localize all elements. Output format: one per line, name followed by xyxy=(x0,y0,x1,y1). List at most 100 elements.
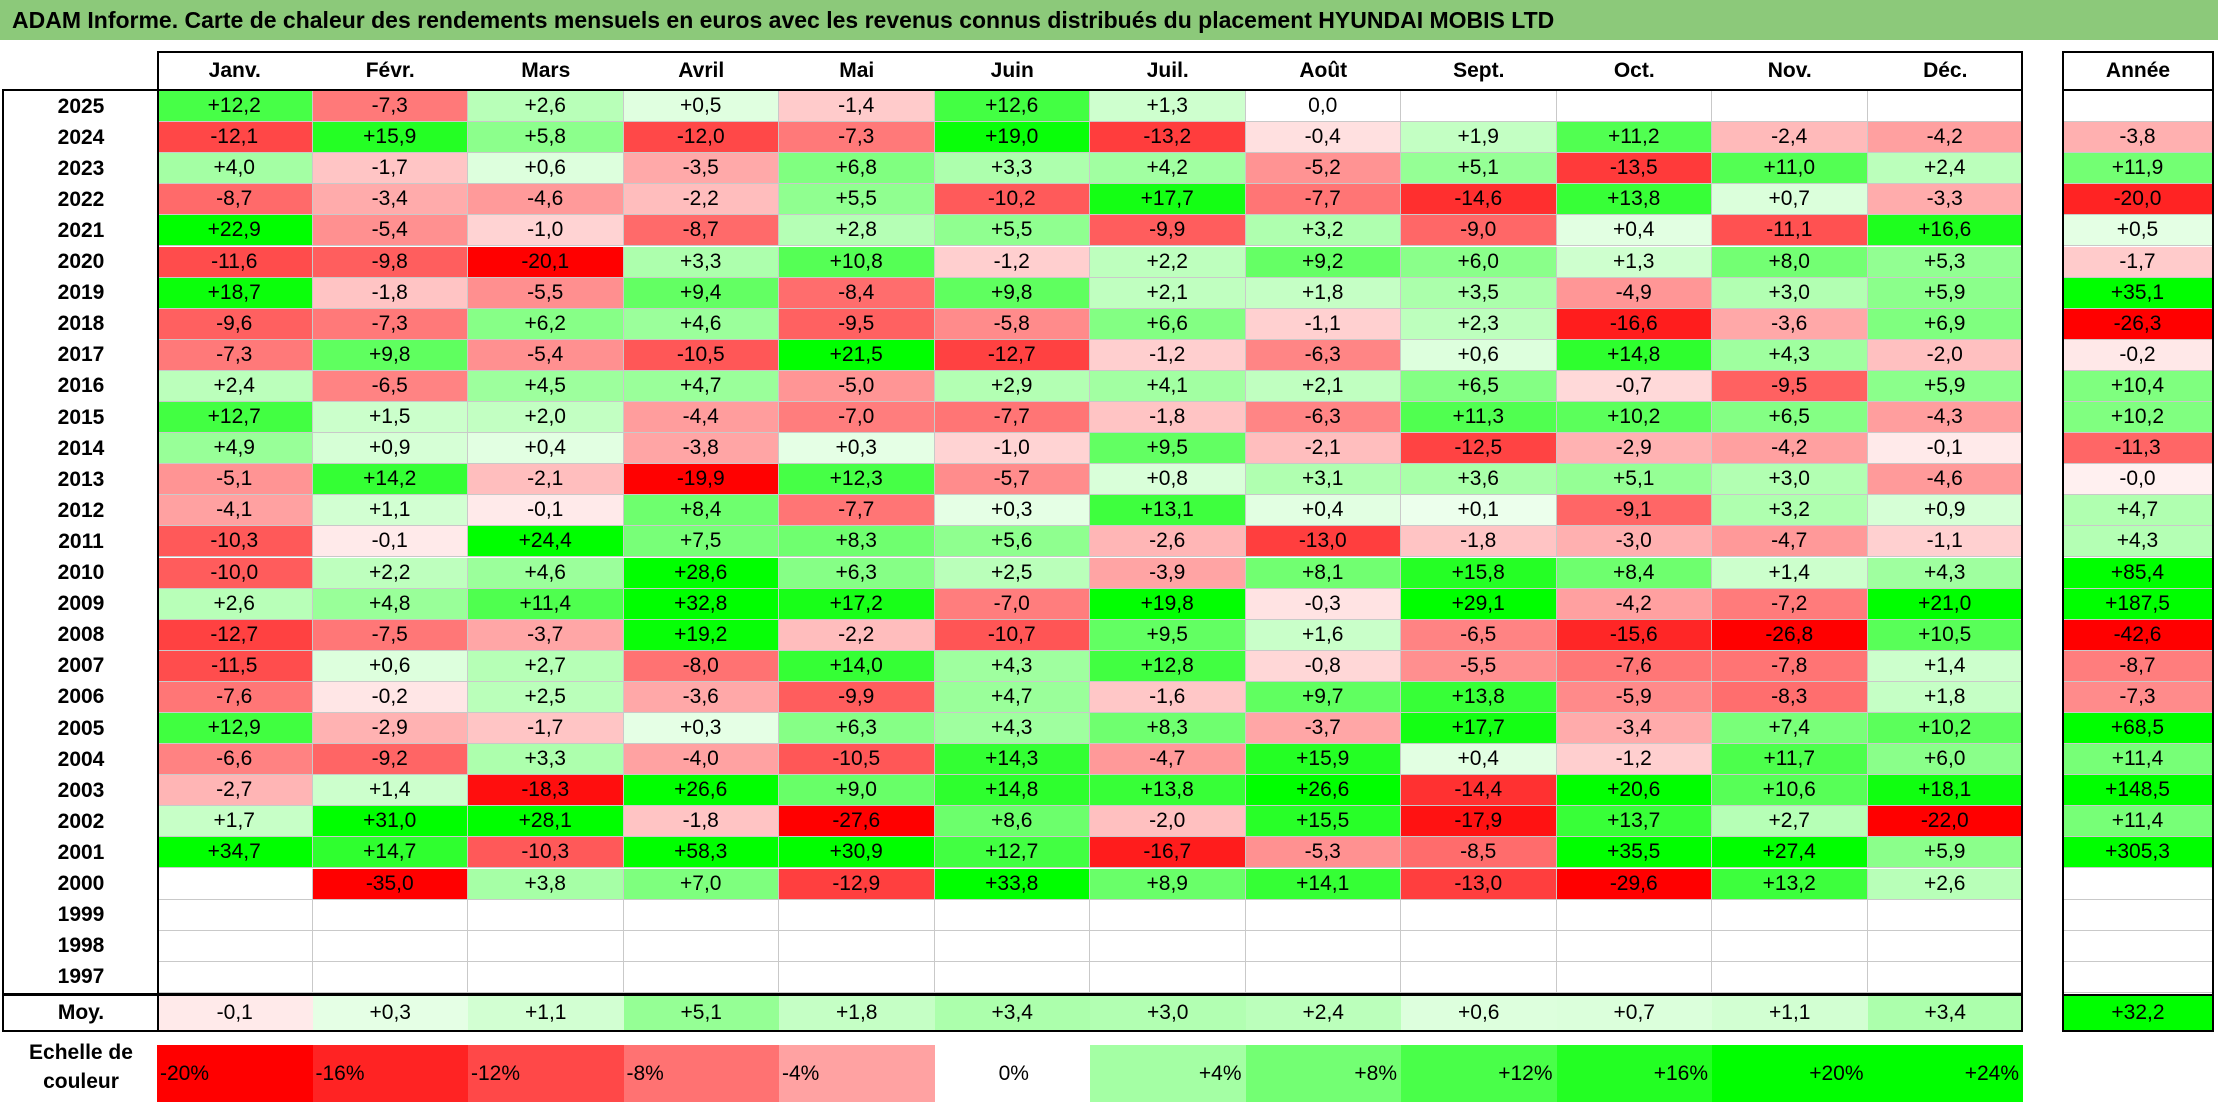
heatmap-cell: +9,5 xyxy=(1090,619,1246,651)
color-scale-swatch: +20% xyxy=(1712,1045,1868,1102)
heatmap-cell: +15,8 xyxy=(1401,557,1557,589)
heatmap-cell: +5,9 xyxy=(1867,837,2023,869)
heatmap-cell: +13,8 xyxy=(1090,775,1246,807)
heatmap-cell: -7,6 xyxy=(1556,650,1712,682)
heatmap-cell: +5,9 xyxy=(1867,370,2023,402)
heatmap-cell: +6,0 xyxy=(1867,744,2023,776)
heatmap-cell: -7,3 xyxy=(779,122,935,154)
heatmap-cell xyxy=(1556,930,1712,962)
heatmap-cell: -0,1 xyxy=(312,526,468,558)
month-header: Déc. xyxy=(1923,59,1968,82)
heatmap-cell: +4,9 xyxy=(157,433,313,465)
month-header: Sept. xyxy=(1453,59,1505,82)
heatmap-cell: -9,9 xyxy=(1090,215,1246,247)
heatmap-cell: +8,3 xyxy=(779,526,935,558)
heatmap-cell xyxy=(1090,961,1246,993)
heatmap-cell: -10,3 xyxy=(468,837,624,869)
heatmap-cell: -0,4 xyxy=(1245,122,1401,154)
heatmap-cell: -2,9 xyxy=(312,713,468,745)
heatmap-cell: +2,9 xyxy=(934,370,1090,402)
heatmap-cell: -4,2 xyxy=(1556,588,1712,620)
annual-cell xyxy=(2062,868,2214,900)
heatmap-cell: +31,0 xyxy=(312,806,468,838)
color-scale-swatch: -8% xyxy=(623,1045,779,1102)
heatmap-cell: +8,9 xyxy=(1090,868,1246,900)
heatmap-cell: -3,9 xyxy=(1090,557,1246,589)
average-cell: +2,4 xyxy=(1245,996,1401,1030)
color-scale-swatch: +8% xyxy=(1245,1045,1401,1102)
annual-cell: +85,4 xyxy=(2062,557,2214,589)
heatmap-cell: -7,7 xyxy=(779,495,935,527)
annual-cell: +148,5 xyxy=(2062,775,2214,807)
heatmap-cell: -5,9 xyxy=(1556,681,1712,713)
heatmap-cell: +14,8 xyxy=(1556,339,1712,371)
month-header: Avril xyxy=(678,59,725,82)
heatmap-cell: -1,7 xyxy=(468,713,624,745)
heatmap-cell: +1,4 xyxy=(1712,557,1868,589)
heatmap-cell xyxy=(1867,961,2023,993)
year-label: 2021 xyxy=(57,218,105,242)
heatmap-cell: -7,0 xyxy=(934,588,1090,620)
heatmap-cell: -1,8 xyxy=(312,277,468,309)
heatmap-cell: +3,5 xyxy=(1401,277,1557,309)
heatmap-cell xyxy=(1245,930,1401,962)
heatmap-cell: -6,5 xyxy=(312,370,468,402)
heatmap-cell: +26,6 xyxy=(623,775,779,807)
heatmap-cell xyxy=(157,930,313,962)
average-cell: +0,3 xyxy=(312,996,468,1030)
heatmap-cell: -8,0 xyxy=(623,650,779,682)
heatmap-cell: -5,5 xyxy=(468,277,624,309)
heatmap-cell: -2,2 xyxy=(779,619,935,651)
heatmap-cell: +9,7 xyxy=(1245,681,1401,713)
heatmap-cell xyxy=(1712,91,1868,123)
heatmap-cell: +4,3 xyxy=(1712,339,1868,371)
month-header: Juil. xyxy=(1146,59,1189,82)
heatmap-cell: -4,1 xyxy=(157,495,313,527)
color-scale-label: Echelle de couleur xyxy=(29,1041,133,1093)
heatmap-cell: -12,0 xyxy=(623,122,779,154)
heatmap-cell: +8,4 xyxy=(623,495,779,527)
year-label: 1998 xyxy=(57,934,105,958)
heatmap-cell: -9,1 xyxy=(1556,495,1712,527)
heatmap-cell xyxy=(312,899,468,931)
heatmap-cell: -4,3 xyxy=(1867,402,2023,434)
annual-cell xyxy=(2062,899,2214,931)
heatmap-cell: +2,5 xyxy=(468,681,624,713)
average-cell: +0,6 xyxy=(1401,996,1557,1030)
heatmap-cell: +2,4 xyxy=(157,370,313,402)
heatmap-cell: +15,9 xyxy=(312,122,468,154)
heatmap-cell xyxy=(1090,899,1246,931)
heatmap-cell: +7,5 xyxy=(623,526,779,558)
heatmap-cell: -18,3 xyxy=(468,775,624,807)
heatmap-cell: -4,6 xyxy=(1867,464,2023,496)
heatmap-cell: -9,8 xyxy=(312,246,468,278)
heatmap-cell xyxy=(312,961,468,993)
year-label: 2008 xyxy=(57,623,105,647)
month-header: Mars xyxy=(521,59,571,82)
annual-cell: -11,3 xyxy=(2062,433,2214,465)
heatmap-cell: -5,1 xyxy=(157,464,313,496)
heatmap-cell: -12,7 xyxy=(934,339,1090,371)
color-scale-swatch: 0% xyxy=(934,1045,1090,1102)
heatmap-cell xyxy=(1401,961,1557,993)
heatmap-cell: +5,9 xyxy=(1867,277,2023,309)
heatmap-cell: +10,2 xyxy=(1556,402,1712,434)
heatmap-cell: -3,3 xyxy=(1867,184,2023,216)
heatmap-cell: -20,1 xyxy=(468,246,624,278)
average-cell: +1,8 xyxy=(779,996,935,1030)
heatmap-cell: -0,1 xyxy=(1867,433,2023,465)
heatmap-cell: +13,2 xyxy=(1712,868,1868,900)
heatmap-cell: +8,4 xyxy=(1556,557,1712,589)
heatmap-cell: +34,7 xyxy=(157,837,313,869)
heatmap-cell: +5,8 xyxy=(468,122,624,154)
heatmap-cell xyxy=(1401,899,1557,931)
heatmap-cell: +0,3 xyxy=(779,433,935,465)
heatmap-cell: -5,3 xyxy=(1245,837,1401,869)
year-label: 2025 xyxy=(57,94,105,118)
heatmap-cell: +2,0 xyxy=(468,402,624,434)
heatmap-cell: +28,1 xyxy=(468,806,624,838)
heatmap-cell: -15,6 xyxy=(1556,619,1712,651)
heatmap-cell: +11,3 xyxy=(1401,402,1557,434)
heatmap-cell xyxy=(312,930,468,962)
annual-cell: -26,3 xyxy=(2062,308,2214,340)
